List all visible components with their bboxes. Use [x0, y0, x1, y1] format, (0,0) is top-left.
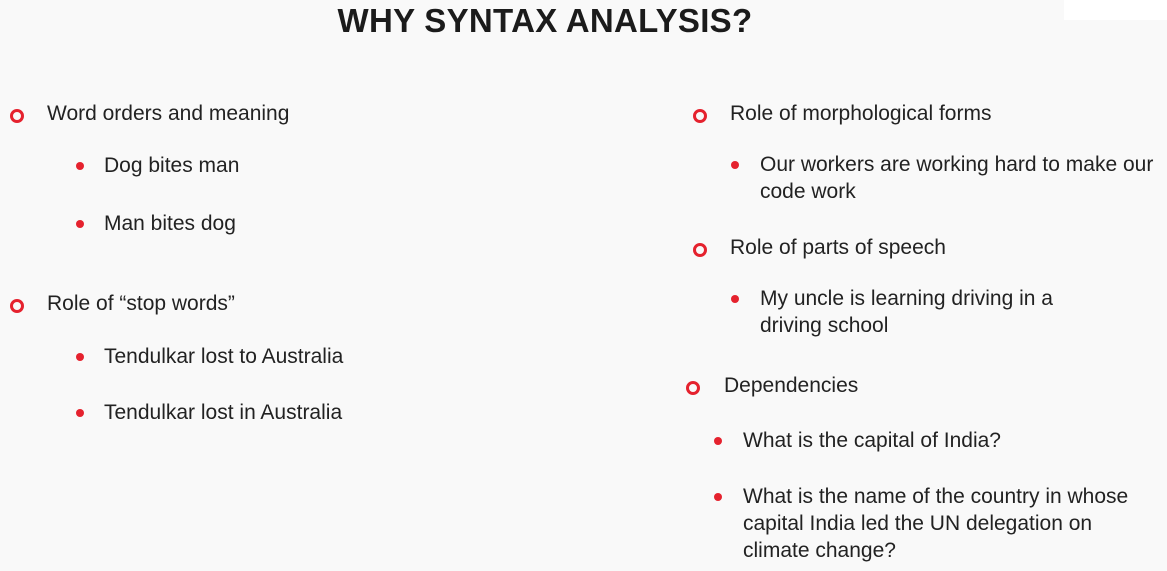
- slide-title: WHY SYNTAX ANALYSIS?: [337, 2, 753, 39]
- heading-text: Role of morphological forms: [730, 102, 992, 125]
- bullet-text: Dog bites man: [104, 154, 240, 177]
- dot-bullet-icon: [76, 353, 84, 361]
- bullet-text: What is the capital of India?: [743, 429, 1001, 452]
- heading-text: Role of “stop words”: [47, 292, 235, 315]
- bullet-text: My uncle is learning driving in a drivin…: [760, 287, 1053, 337]
- dot-bullet-icon: [731, 161, 739, 169]
- circle-bullet-icon: [693, 109, 707, 123]
- bullet-text: Our workers are working hard to make our…: [760, 153, 1154, 203]
- dot-bullet-icon: [76, 409, 84, 417]
- bullet-text: What is the name of the country in whose…: [743, 485, 1129, 562]
- dot-bullet-icon: [76, 162, 84, 170]
- dot-bullet-icon: [714, 493, 722, 501]
- heading-text: Word orders and meaning: [47, 102, 290, 125]
- dot-bullet-icon: [76, 220, 84, 228]
- bullet-text: Tendulkar lost to Australia: [104, 345, 344, 368]
- heading-text: Role of parts of speech: [730, 236, 946, 259]
- dot-bullet-icon: [731, 295, 739, 303]
- circle-bullet-icon: [10, 299, 24, 313]
- circle-bullet-icon: [693, 243, 707, 257]
- heading-text: Dependencies: [724, 374, 859, 397]
- bullet-text: Man bites dog: [104, 212, 236, 235]
- bullet-text: Tendulkar lost in Australia: [104, 401, 343, 424]
- dot-bullet-icon: [714, 437, 722, 445]
- circle-bullet-icon: [686, 381, 700, 395]
- corner-box: [1064, 0, 1167, 20]
- circle-bullet-icon: [10, 109, 24, 123]
